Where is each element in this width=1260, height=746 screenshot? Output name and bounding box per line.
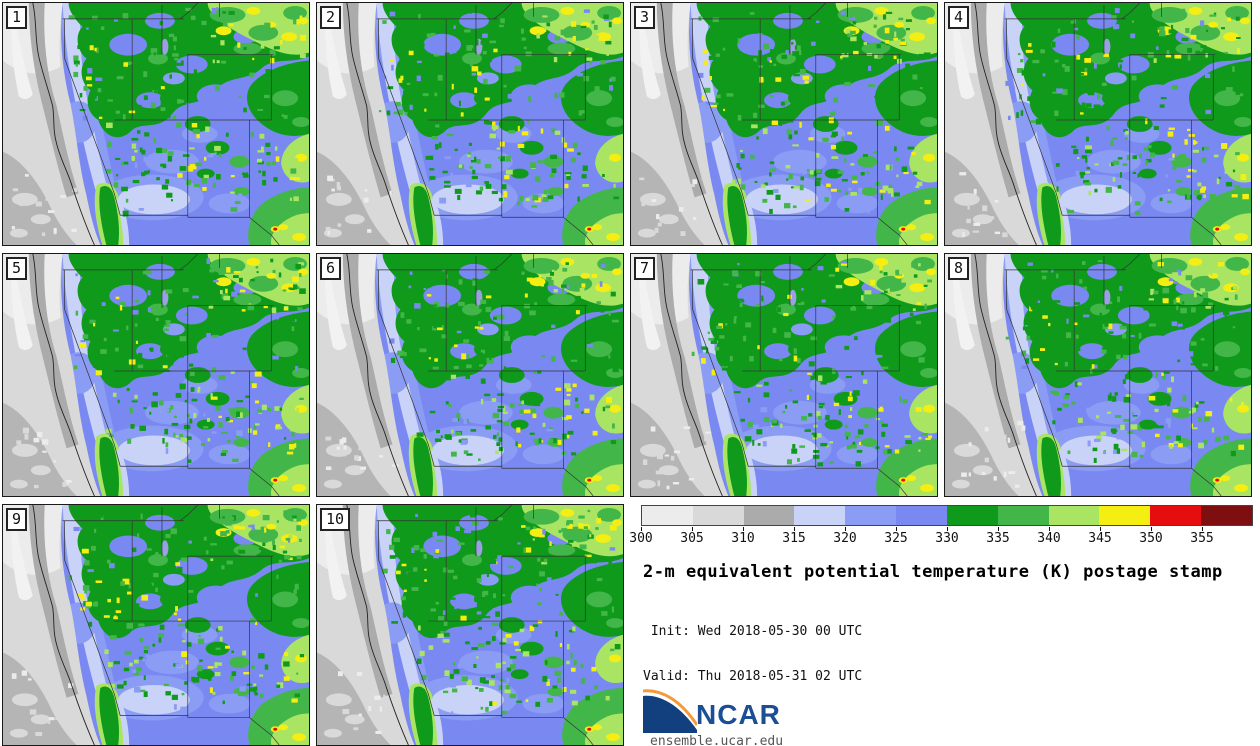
- ensemble-member-map: [3, 254, 309, 496]
- colorbar-tick-label: 320: [833, 531, 857, 546]
- member-number-badge: 4: [948, 6, 970, 29]
- ensemble-member-map: [631, 254, 937, 496]
- colorbar-segment: [743, 506, 795, 525]
- colorbar-tick-label: 310: [731, 531, 755, 546]
- colorbar-segment: [1048, 506, 1100, 525]
- map-panel-5: 5: [2, 253, 310, 497]
- colorbar-tick-label: 300: [629, 531, 653, 546]
- colorbar-tick-mark: [743, 527, 744, 531]
- map-panel-7: 7: [630, 253, 938, 497]
- colorbar-tick-mark: [1151, 527, 1152, 531]
- ensemble-member-map: [945, 254, 1251, 496]
- colorbar-segment: [1150, 506, 1202, 525]
- colorbar-tick-label: 355: [1190, 531, 1214, 546]
- ncar-logo-text: NCAR: [696, 699, 781, 730]
- ensemble-member-map: [3, 3, 309, 245]
- colorbar-tick-label: 350: [1139, 531, 1163, 546]
- map-panel-8: 8: [944, 253, 1252, 497]
- ncar-logo: NCAR ensemble.ucar.edu: [643, 687, 883, 746]
- colorbar-segment: [1099, 506, 1151, 525]
- colorbar-segment: [946, 506, 998, 525]
- map-panel-6: 6: [316, 253, 624, 497]
- colorbar-tick-mark: [896, 527, 897, 531]
- colorbar-tick-label: 325: [884, 531, 908, 546]
- colorbar-tick-mark: [1049, 527, 1050, 531]
- member-number-badge: 1: [6, 6, 28, 29]
- colorbar-segment: [845, 506, 897, 525]
- ensemble-member-map: [317, 254, 623, 496]
- plot-title: 2-m equivalent potential temperature (K)…: [643, 562, 1223, 582]
- ensemble-url-text: ensemble.ucar.edu: [650, 734, 784, 746]
- member-number-badge: 5: [6, 257, 28, 280]
- ncar-swoosh-icon: [643, 689, 697, 733]
- colorbar-segment: [794, 506, 846, 525]
- colorbar-tick-mark: [947, 527, 948, 531]
- colorbar-tick-label: 340: [1037, 531, 1061, 546]
- colorbar-segment: [896, 506, 947, 525]
- map-panel-3: 3: [630, 2, 938, 246]
- colorbar-segment: [642, 506, 693, 525]
- member-number-badge: 7: [634, 257, 656, 280]
- colorbar-tick-mark: [998, 527, 999, 531]
- colorbar-tick-mark: [1100, 527, 1101, 531]
- colorbar-tick-mark: [1202, 527, 1203, 531]
- member-number-badge: 10: [320, 508, 351, 531]
- colorbar-tick-label: 330: [935, 531, 959, 546]
- ensemble-member-map: [945, 3, 1251, 245]
- ensemble-member-map: [3, 505, 309, 745]
- colorbar-segment: [1201, 506, 1252, 525]
- colorbar-tick-label: 315: [782, 531, 806, 546]
- ensemble-member-map: [317, 505, 623, 745]
- colorbar-segment: [692, 506, 744, 525]
- colorbar-tick-label: 335: [986, 531, 1010, 546]
- member-number-badge: 9: [6, 508, 28, 531]
- colorbar-tick-labels: 300 305 310 315 320 325 330 335 340 345 350 355: [629, 527, 1255, 549]
- valid-time: Valid: Thu 2018-05-31 02 UTC: [643, 669, 863, 684]
- colorbar-tick-mark: [692, 527, 693, 531]
- ensemble-member-map: [317, 3, 623, 245]
- member-number-badge: 3: [634, 6, 656, 29]
- colorbar-tick-mark: [641, 527, 642, 531]
- legend-block: 300 305 310 315 320 325 330 335 340 345 350 355 2-m…: [629, 504, 1257, 746]
- colorbar-tick-label: 345: [1088, 531, 1112, 546]
- init-time: Init: Wed 2018-05-30 00 UTC: [643, 624, 863, 639]
- map-panel-9: 9: [2, 504, 310, 746]
- colorbar-tick-mark: [845, 527, 846, 531]
- ensemble-member-map: [631, 3, 937, 245]
- colorbar-segment: [997, 506, 1049, 525]
- colorbar-tick-mark: [794, 527, 795, 531]
- member-number-badge: 8: [948, 257, 970, 280]
- map-panel-1: 1: [2, 2, 310, 246]
- member-number-badge: 2: [320, 6, 342, 29]
- member-number-badge: 6: [320, 257, 342, 280]
- map-panel-10: 10: [316, 504, 624, 746]
- colorbar: [641, 505, 1253, 526]
- map-panel-4: 4: [944, 2, 1252, 246]
- colorbar-tick-label: 305: [680, 531, 704, 546]
- map-panel-2: 2: [316, 2, 624, 246]
- time-info: Init: Wed 2018-05-30 00 UTC Valid: Thu 2…: [643, 594, 862, 714]
